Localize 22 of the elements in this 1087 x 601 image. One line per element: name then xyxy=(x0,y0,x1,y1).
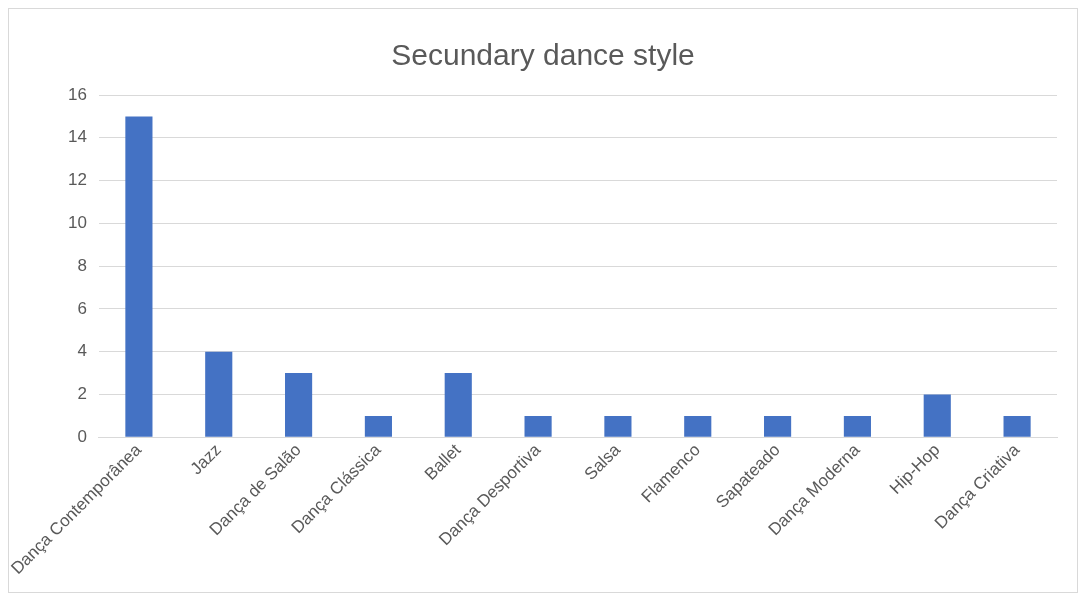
bar xyxy=(604,415,632,437)
bar xyxy=(764,415,792,437)
bar xyxy=(843,415,871,437)
y-tick-label: 2 xyxy=(77,384,87,404)
bar xyxy=(444,373,472,437)
chart-title: Secundary dance style xyxy=(391,38,695,72)
y-tick-label: 4 xyxy=(77,341,87,361)
bar xyxy=(1003,415,1031,437)
y-tick-label: 6 xyxy=(77,298,87,318)
bar xyxy=(285,373,313,437)
y-tick-label: 12 xyxy=(68,170,87,190)
bar xyxy=(923,394,951,437)
y-tick-label: 0 xyxy=(77,426,87,446)
y-tick-label: 16 xyxy=(68,84,87,104)
y-tick-label: 8 xyxy=(77,255,87,275)
bar xyxy=(125,116,153,437)
bar xyxy=(684,415,712,437)
bar xyxy=(364,415,392,437)
bar xyxy=(524,415,552,437)
bar xyxy=(205,351,233,437)
y-tick-label: 10 xyxy=(68,213,87,233)
y-tick-label: 14 xyxy=(68,127,87,147)
